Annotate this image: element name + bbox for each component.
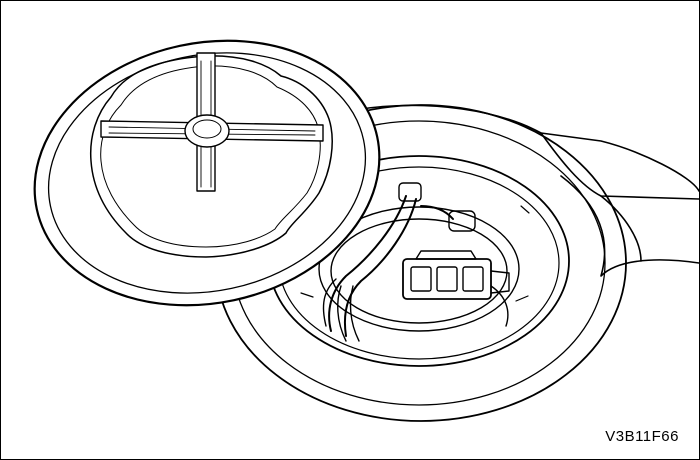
electrical-connector: [402, 250, 510, 300]
fuel-pump-module: [318, 182, 520, 342]
access-cover: [33, 39, 381, 307]
figure-code-label: V3B11F66: [605, 428, 679, 445]
